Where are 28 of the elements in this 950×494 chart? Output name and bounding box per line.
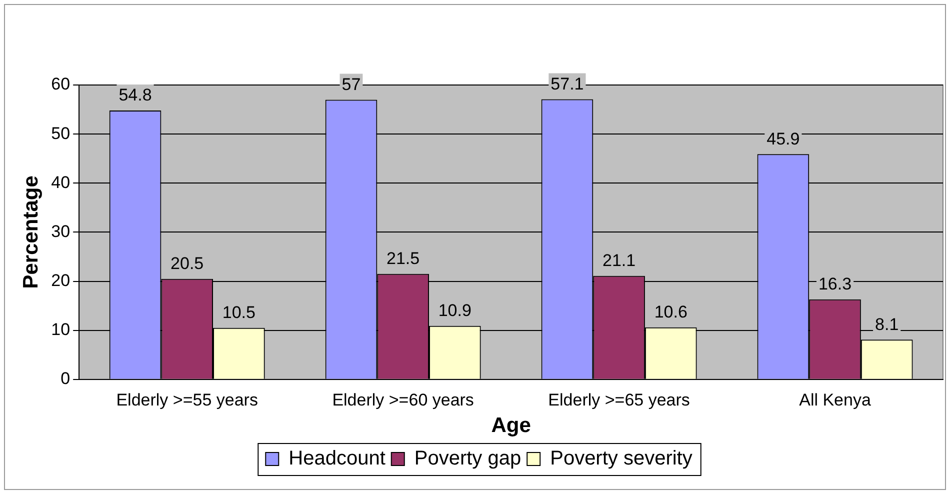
data-label: 21.1: [602, 251, 636, 270]
data-label: 10.9: [438, 301, 472, 320]
data-label: 45.9: [766, 129, 800, 148]
data-label: 57: [342, 74, 361, 94]
data-label: 10.5: [222, 303, 256, 322]
y-tick-label: 20: [51, 270, 70, 290]
y-tick-label: 10: [51, 320, 70, 340]
y-axis-title: Percentage: [19, 176, 42, 289]
data-label: 8.1: [875, 314, 899, 334]
legend-label: Poverty gap: [414, 448, 522, 470]
x-axis-title: Age: [491, 414, 531, 438]
x-tick-label: All Kenya: [799, 390, 872, 410]
data-label: 21.5: [386, 249, 420, 268]
y-tick-label: 50: [51, 124, 70, 143]
x-tick-label: Elderly >=65 years: [548, 390, 690, 410]
x-tick-label: Elderly >=55 years: [116, 390, 258, 410]
data-label: 16.3: [818, 274, 852, 294]
legend-label: Poverty severity: [550, 448, 692, 470]
legend-label: Headcount: [288, 448, 386, 470]
y-tick-label: 40: [51, 172, 70, 192]
x-tick-label: Elderly >=60 years: [332, 390, 474, 410]
y-tick-label: 60: [51, 74, 70, 94]
data-label: 10.6: [654, 302, 688, 322]
y-tick-label: 30: [51, 222, 70, 241]
data-label: 54.8: [118, 86, 152, 105]
y-tick-label: 0: [60, 369, 70, 388]
data-label: 20.5: [170, 254, 204, 273]
data-label: 57.1: [550, 74, 584, 94]
